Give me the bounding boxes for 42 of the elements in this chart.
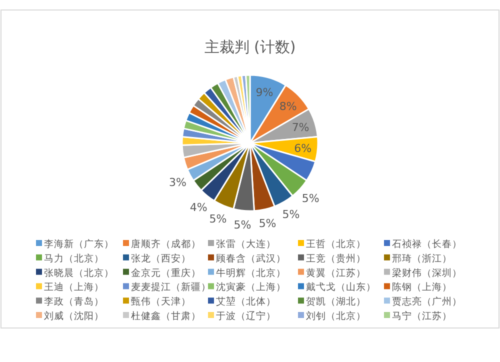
legend-label: 陈钢（上海） bbox=[392, 281, 452, 294]
legend-label: 金京元（重庆） bbox=[131, 266, 201, 279]
legend-label: 刘钊（北京） bbox=[306, 310, 366, 322]
legend-label: 艾堃（北体） bbox=[216, 296, 276, 308]
legend-label: 戴弋戈（山东） bbox=[306, 281, 376, 294]
legend-label: 王竞（贵州） bbox=[306, 252, 366, 264]
legend-label: 石祯禄（长春） bbox=[392, 238, 462, 250]
legend-label: 唐顺齐（成都） bbox=[131, 238, 201, 250]
legend-label: 梁财伟（深圳） bbox=[392, 266, 462, 279]
legend-label: 刘威（沈阳） bbox=[44, 310, 104, 322]
data-label: 8% bbox=[279, 100, 297, 114]
legend-label: 黄翼（江苏） bbox=[306, 266, 366, 279]
data-label: 7% bbox=[292, 120, 310, 134]
data-label: 5% bbox=[209, 212, 227, 226]
legend-label: 张晓晨（北京） bbox=[44, 266, 114, 279]
legend-label: 马力（北京） bbox=[44, 252, 104, 264]
legend-label: 马宁（江苏） bbox=[392, 310, 452, 322]
data-label: 5% bbox=[282, 208, 300, 222]
legend-label: 李海新（广东） bbox=[44, 238, 114, 250]
data-label: 5% bbox=[258, 217, 276, 230]
legend-label: 李政（青岛） bbox=[44, 296, 104, 308]
legend-label: 王迪（上海） bbox=[44, 281, 104, 294]
legend-label: 牛明辉（北京） bbox=[216, 266, 286, 279]
legend-label: 于波（辽宁） bbox=[216, 310, 276, 322]
data-label: 6% bbox=[294, 142, 312, 155]
data-label: 3% bbox=[169, 176, 186, 189]
legend-label: 邢琦（浙江） bbox=[392, 252, 452, 264]
legend-label: 麦麦提江（新疆） bbox=[131, 281, 211, 294]
legend-label: 甄伟（天津） bbox=[131, 296, 191, 308]
legend-label: 杜健鑫（甘肃） bbox=[131, 310, 201, 322]
chart-title: 主裁判 (计数) bbox=[204, 38, 296, 56]
data-label: 5% bbox=[302, 192, 320, 206]
legend-label: 张龙（西安） bbox=[131, 252, 191, 264]
data-label: 9% bbox=[256, 86, 274, 99]
legend-label: 顾春含（武汉） bbox=[216, 252, 286, 264]
data-label: 5% bbox=[234, 218, 252, 232]
legend-label: 王哲（北京） bbox=[306, 238, 366, 250]
data-label: 4% bbox=[190, 200, 208, 214]
legend-label: 贺凯（湖北） bbox=[306, 296, 366, 308]
legend-label: 张雷（大连） bbox=[216, 238, 276, 250]
legend-label: 贾志亮（广州） bbox=[392, 296, 462, 308]
legend-label: 沈寅豪（上海） bbox=[216, 281, 286, 294]
